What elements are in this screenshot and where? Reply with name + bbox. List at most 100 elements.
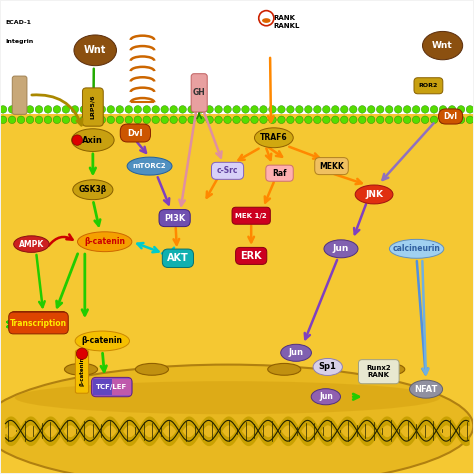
Circle shape	[206, 106, 213, 113]
Circle shape	[331, 106, 339, 113]
Circle shape	[98, 116, 106, 124]
Text: MEKK: MEKK	[319, 162, 344, 171]
Ellipse shape	[0, 365, 474, 474]
Circle shape	[89, 106, 97, 113]
Circle shape	[394, 116, 402, 124]
Circle shape	[116, 116, 124, 124]
Ellipse shape	[72, 129, 114, 152]
Circle shape	[17, 106, 25, 113]
Circle shape	[385, 116, 393, 124]
FancyArrowPatch shape	[49, 235, 73, 246]
Text: LRP5/6: LRP5/6	[91, 95, 95, 119]
Circle shape	[430, 106, 438, 113]
Circle shape	[287, 106, 294, 113]
Circle shape	[179, 106, 186, 113]
Circle shape	[0, 106, 7, 113]
Circle shape	[125, 106, 133, 113]
Circle shape	[80, 116, 88, 124]
Ellipse shape	[136, 364, 168, 375]
Circle shape	[242, 106, 249, 113]
Text: Raf: Raf	[272, 169, 287, 178]
Circle shape	[296, 106, 303, 113]
Ellipse shape	[127, 157, 172, 175]
Text: PI3K: PI3K	[164, 214, 185, 223]
Circle shape	[197, 106, 204, 113]
Circle shape	[98, 106, 106, 113]
Circle shape	[76, 348, 88, 359]
Circle shape	[53, 116, 61, 124]
Ellipse shape	[390, 239, 444, 258]
Circle shape	[412, 116, 420, 124]
Text: AMPK: AMPK	[19, 239, 44, 248]
Circle shape	[161, 106, 168, 113]
Circle shape	[71, 106, 79, 113]
Circle shape	[314, 116, 321, 124]
Circle shape	[224, 106, 231, 113]
Circle shape	[457, 116, 465, 124]
Text: β-catenin: β-catenin	[84, 237, 125, 246]
Ellipse shape	[324, 240, 358, 258]
Circle shape	[197, 116, 204, 124]
Circle shape	[71, 116, 79, 124]
Text: calcineurin: calcineurin	[392, 244, 440, 253]
Circle shape	[215, 106, 222, 113]
Text: Transcription: Transcription	[10, 319, 67, 328]
Circle shape	[358, 106, 366, 113]
Circle shape	[430, 116, 438, 124]
Text: Runx2
RANK: Runx2 RANK	[366, 365, 391, 378]
Circle shape	[233, 116, 240, 124]
Text: RANK: RANK	[274, 15, 296, 20]
Text: MEK 1/2: MEK 1/2	[236, 213, 267, 219]
Text: Integrin: Integrin	[5, 39, 34, 44]
Ellipse shape	[262, 18, 271, 23]
Circle shape	[179, 116, 186, 124]
Text: mTORC2: mTORC2	[133, 163, 166, 169]
Circle shape	[260, 116, 267, 124]
FancyBboxPatch shape	[120, 124, 151, 142]
Ellipse shape	[372, 364, 405, 375]
Circle shape	[260, 106, 267, 113]
Circle shape	[35, 106, 43, 113]
Circle shape	[466, 116, 474, 124]
Circle shape	[188, 116, 195, 124]
Circle shape	[305, 116, 312, 124]
Bar	[0, 114, 474, 474]
Bar	[0, 0, 474, 114]
Ellipse shape	[77, 232, 132, 252]
Circle shape	[62, 116, 70, 124]
Circle shape	[367, 106, 375, 113]
Text: Jun: Jun	[319, 392, 333, 401]
Ellipse shape	[74, 35, 117, 66]
Circle shape	[421, 116, 429, 124]
FancyBboxPatch shape	[414, 78, 443, 94]
Circle shape	[17, 116, 25, 124]
Circle shape	[242, 116, 249, 124]
FancyBboxPatch shape	[315, 157, 348, 174]
Ellipse shape	[311, 389, 340, 405]
Ellipse shape	[14, 236, 49, 252]
Text: Wnt: Wnt	[432, 41, 453, 50]
Ellipse shape	[75, 331, 129, 351]
Ellipse shape	[422, 31, 463, 60]
Circle shape	[8, 106, 16, 113]
Text: Dvl: Dvl	[128, 128, 143, 137]
Text: Transcription: Transcription	[10, 318, 67, 327]
Circle shape	[134, 116, 142, 124]
Circle shape	[314, 106, 321, 113]
Circle shape	[367, 116, 375, 124]
Bar	[93, 379, 112, 395]
Bar	[112, 379, 131, 395]
FancyBboxPatch shape	[10, 312, 67, 332]
Circle shape	[35, 116, 43, 124]
Circle shape	[340, 116, 348, 124]
Circle shape	[224, 116, 231, 124]
Text: GH: GH	[193, 88, 206, 97]
Circle shape	[26, 106, 34, 113]
Circle shape	[278, 106, 285, 113]
Circle shape	[269, 106, 276, 113]
Circle shape	[8, 116, 16, 124]
Circle shape	[72, 135, 82, 146]
Circle shape	[394, 106, 402, 113]
Circle shape	[376, 116, 384, 124]
Circle shape	[448, 106, 456, 113]
